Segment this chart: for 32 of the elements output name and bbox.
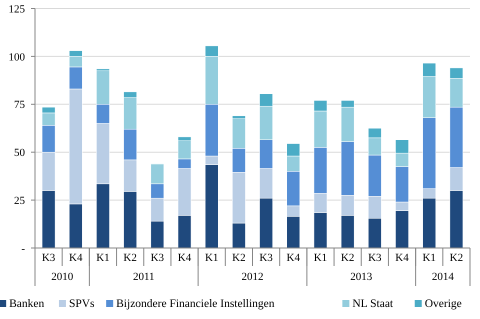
- x-tick-label: K1: [314, 252, 328, 264]
- text: 2011: [132, 271, 155, 283]
- x-tick-label: K2: [450, 252, 464, 264]
- text: 2013: [350, 271, 373, 283]
- legend-label: Overige: [424, 298, 462, 310]
- legend-label: SPVs: [68, 298, 96, 310]
- text: 2014: [432, 271, 454, 283]
- x-tick-label: K3: [368, 252, 382, 264]
- x-tick-label: K1: [96, 252, 110, 264]
- x-tick-label: K4: [286, 252, 300, 264]
- y-tick-label: 125: [8, 3, 26, 16]
- x-tick-label: K3: [259, 252, 274, 264]
- x-tick-label: K1: [204, 252, 218, 264]
- x-tick-label: K4: [69, 252, 83, 264]
- y-tick-label: 75: [14, 99, 26, 112]
- text: 2010: [51, 271, 74, 283]
- text: 2012: [242, 271, 264, 283]
- legend-label: Banken: [9, 298, 45, 310]
- x-tick-label: K2: [123, 252, 137, 264]
- x-tick-label: K3: [150, 252, 165, 264]
- x-tick-label: K4: [178, 252, 192, 264]
- x-tick-label: K2: [232, 252, 246, 264]
- y-tick-label: -: [21, 242, 26, 255]
- legend-label: Bijzondere Financiele Instellingen: [116, 298, 275, 310]
- y-tick-label: 50: [14, 147, 26, 160]
- y-tick-label: 100: [8, 51, 26, 64]
- x-tick-label: K2: [340, 252, 354, 264]
- x-tick-label: K1: [422, 252, 436, 264]
- legend-label: NL Staat: [352, 298, 394, 310]
- x-tick-label: K3: [42, 252, 56, 264]
- x-tick-label: K4: [395, 252, 410, 264]
- y-tick-label: 25: [14, 194, 26, 207]
